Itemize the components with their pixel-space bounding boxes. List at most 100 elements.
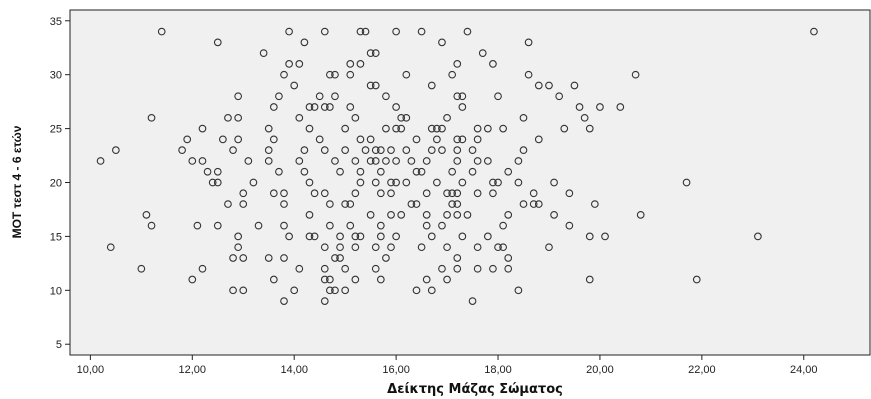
data-point (443, 243, 451, 252)
data-point (254, 221, 263, 230)
data-point (356, 167, 365, 176)
data-point (427, 232, 436, 241)
data-point (356, 135, 365, 144)
data-point (331, 157, 339, 165)
data-point (285, 232, 293, 241)
data-point (183, 135, 192, 144)
data-point (320, 103, 329, 111)
data-point (550, 178, 558, 187)
data-point (234, 92, 243, 101)
data-point (280, 254, 288, 262)
data-point (326, 275, 334, 284)
data-point (300, 146, 309, 155)
data-point (483, 124, 492, 133)
y-tick-label: 15 (50, 231, 62, 243)
data-point (448, 189, 457, 198)
data-point (366, 49, 375, 57)
data-point (438, 124, 446, 133)
data-point (433, 135, 441, 144)
data-point (443, 189, 451, 198)
data-point (433, 124, 441, 133)
data-point (494, 178, 502, 187)
data-point (356, 232, 365, 241)
data-points (96, 27, 818, 305)
data-point (366, 210, 375, 219)
data-point (290, 81, 299, 90)
data-point (336, 243, 344, 252)
data-point (229, 254, 237, 262)
data-point (331, 92, 339, 101)
data-point (438, 146, 446, 155)
data-point (188, 275, 197, 284)
data-point (407, 157, 416, 165)
data-point (371, 178, 380, 187)
data-point (453, 157, 462, 165)
data-point (463, 27, 472, 36)
data-point (529, 200, 538, 208)
data-point (229, 146, 237, 155)
data-point (336, 232, 344, 241)
data-point (387, 146, 395, 155)
data-point (453, 92, 462, 101)
data-point (305, 178, 314, 187)
data-point (565, 189, 574, 198)
data-point (468, 297, 477, 305)
data-point (326, 70, 334, 79)
data-point (361, 27, 370, 36)
data-point (417, 167, 426, 176)
data-point (550, 210, 558, 219)
data-point (300, 167, 309, 176)
data-point (519, 146, 528, 155)
data-point (555, 92, 564, 101)
data-point (320, 189, 329, 198)
y-axis-title: MOT τεστ 4 - 6 ετών (10, 125, 24, 238)
data-point (565, 221, 574, 230)
data-point (310, 103, 319, 111)
data-point (112, 146, 120, 155)
data-point (534, 81, 543, 90)
data-point (356, 60, 365, 68)
data-point (96, 157, 105, 165)
data-point (534, 200, 543, 208)
data-point (387, 178, 395, 187)
data-point (320, 275, 329, 284)
data-point (280, 70, 288, 79)
data-point (310, 189, 319, 198)
data-point (417, 243, 426, 252)
data-point (341, 146, 350, 155)
data-point (545, 243, 553, 252)
data-point (326, 200, 334, 208)
data-point (504, 264, 513, 273)
data-point (264, 124, 273, 133)
data-point (438, 38, 446, 47)
data-point (371, 81, 380, 90)
data-point (489, 178, 497, 187)
data-point (575, 103, 584, 111)
data-point (371, 157, 380, 165)
data-point (213, 38, 222, 47)
data-point (473, 189, 482, 198)
data-point (137, 264, 146, 273)
data-point (300, 38, 309, 47)
data-point (514, 178, 523, 187)
data-point (489, 60, 497, 68)
data-point (239, 200, 248, 208)
data-point (458, 178, 467, 187)
data-point (249, 178, 258, 187)
data-point (198, 124, 207, 133)
data-point (453, 135, 462, 144)
data-point (636, 210, 645, 219)
data-point (504, 167, 513, 176)
data-point (331, 286, 339, 295)
data-point (545, 81, 553, 90)
plot-area (69, 9, 871, 356)
data-point (341, 124, 350, 133)
data-point (382, 157, 390, 165)
data-point (810, 27, 818, 36)
data-point (382, 254, 390, 262)
data-point (499, 243, 507, 252)
data-point (219, 135, 227, 144)
data-point (234, 243, 243, 252)
y-tick-label: 30 (50, 70, 62, 82)
data-point (376, 275, 385, 284)
